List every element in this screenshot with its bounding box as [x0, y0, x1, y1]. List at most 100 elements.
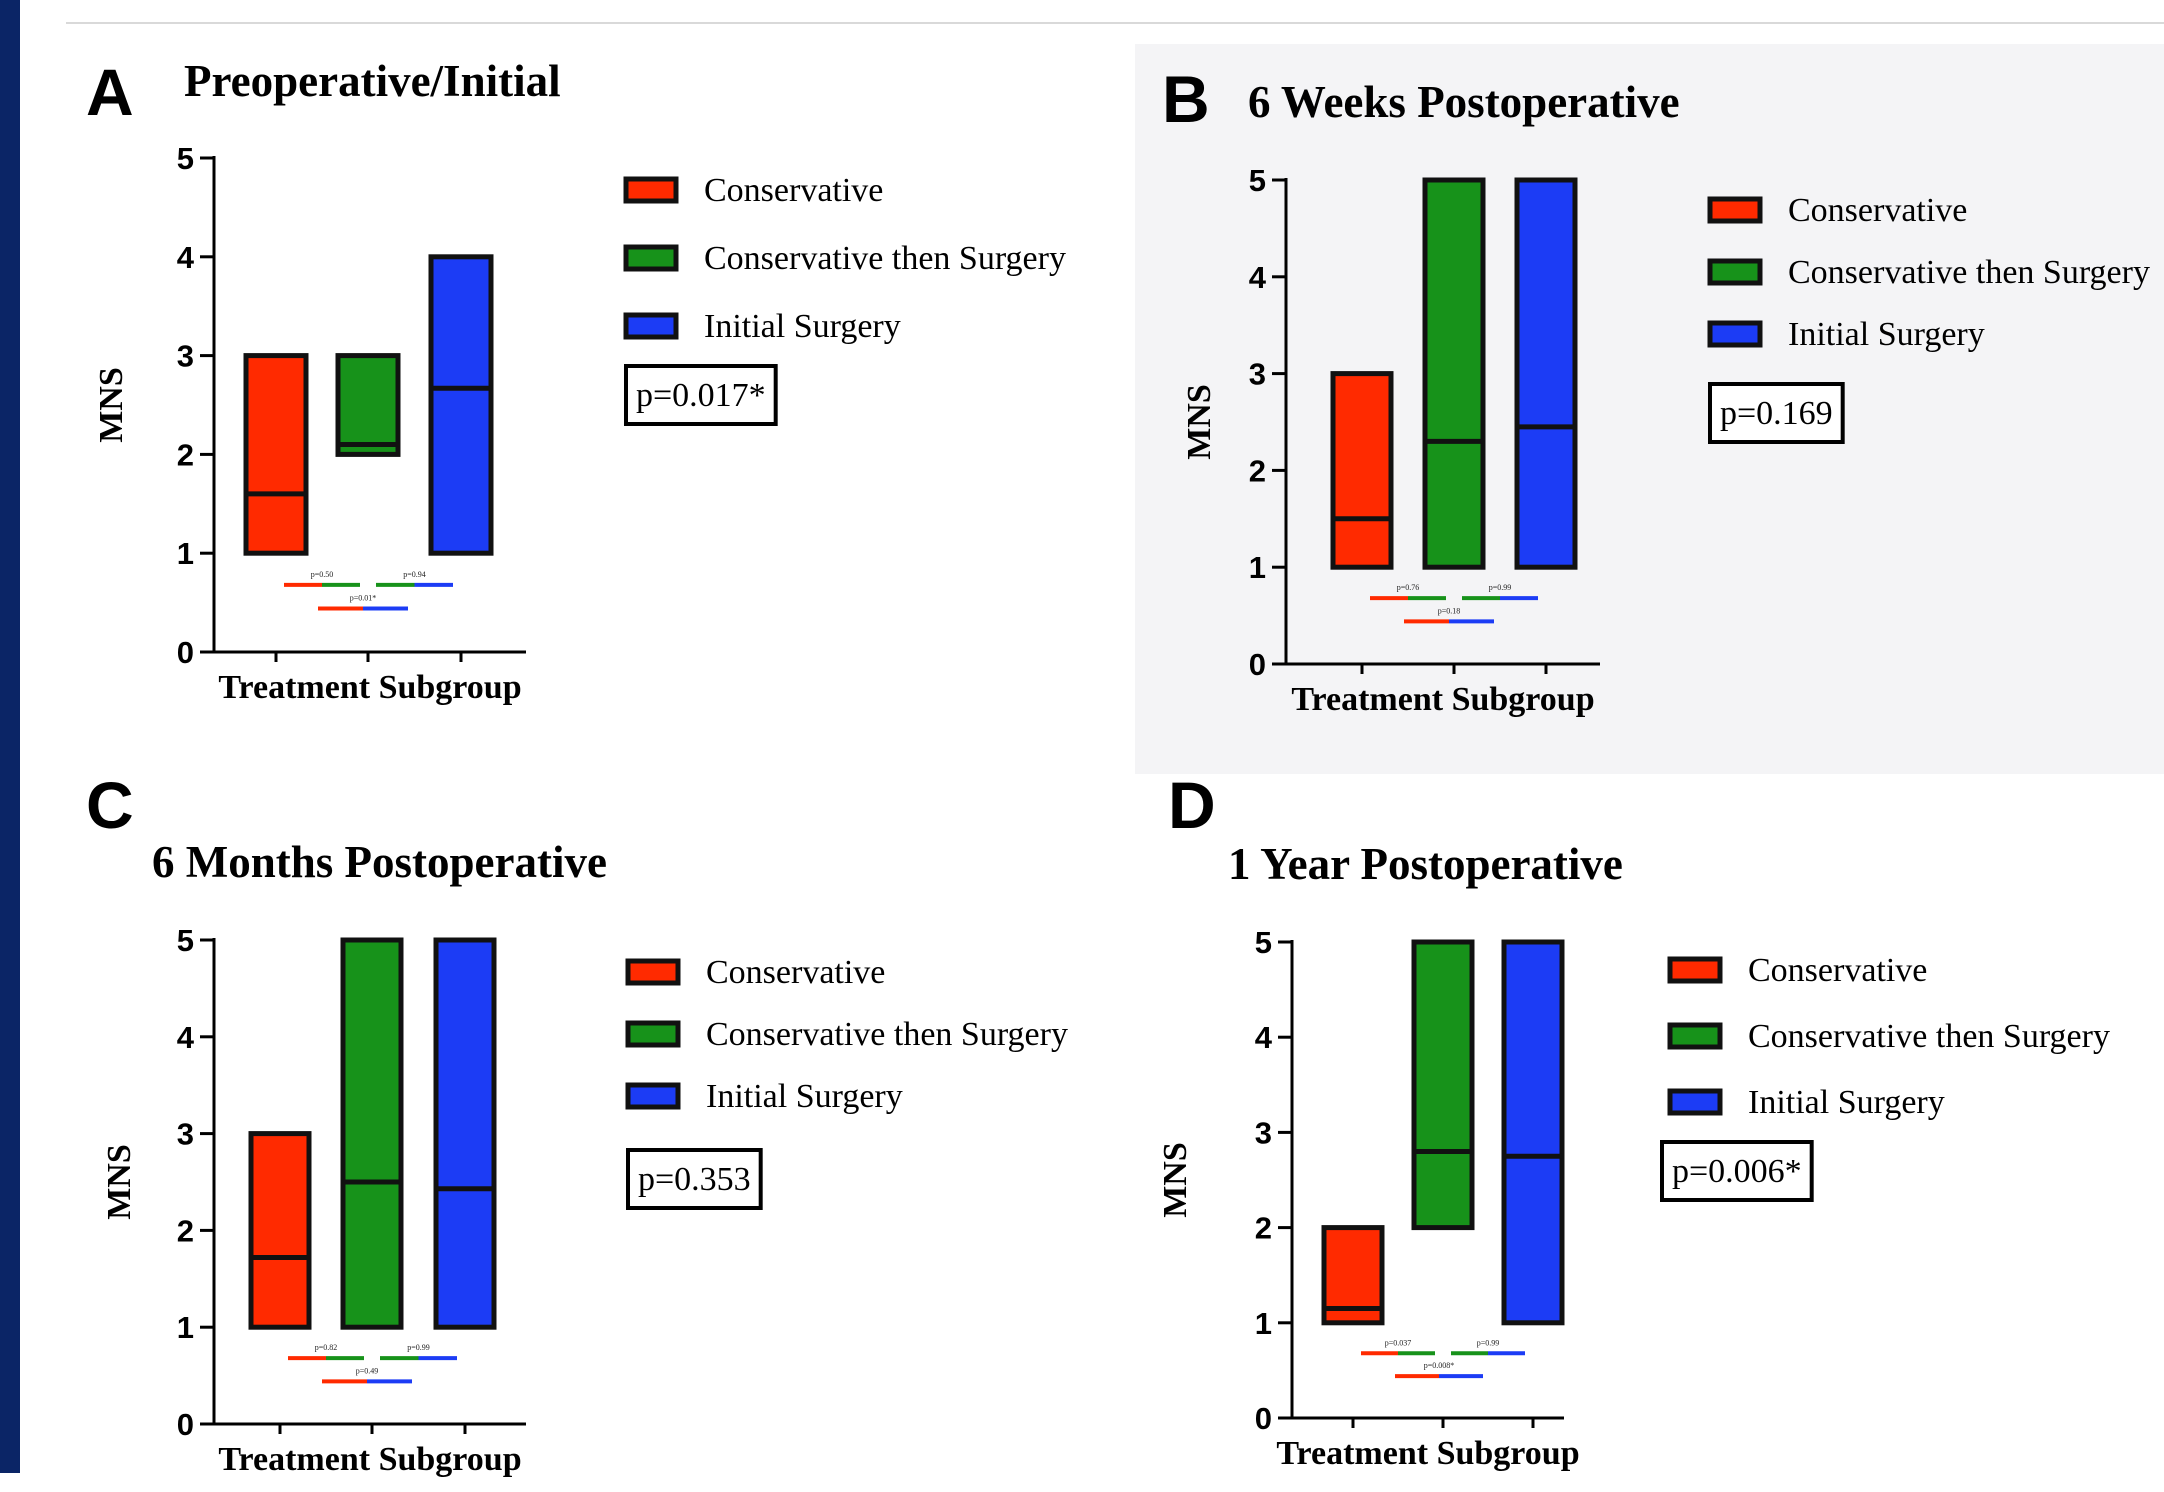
chart-panel-c: C 6 Months Postoperative 0 1 2 3 4 5 MNS Treatm… [66, 768, 1068, 1492]
legend-label-conservative-then-surgery: Conservative then Surgery [706, 1016, 1068, 1053]
y-tick-label: 5 [177, 923, 194, 958]
p-value-box [1660, 1140, 1814, 1202]
box-conservative [248, 1131, 312, 1330]
pairwise-p-label: p=0.99 [1489, 583, 1512, 592]
legend-swatch-conservative-then-surgery [625, 1020, 681, 1048]
y-tick-label: 3 [1249, 357, 1266, 392]
panel-letter: C [86, 768, 134, 842]
pairwise-p-label: p=0.01* [350, 594, 377, 603]
legend-label-conservative: Conservative [1748, 952, 1927, 989]
chart-title: 1 Year Postoperative [1228, 839, 1623, 889]
p-value-label: p=0.353 [638, 1161, 751, 1198]
p-value-label: p=0.017* [636, 377, 766, 414]
legend-label-initial-surgery: Initial Surgery [706, 1078, 903, 1115]
box-initial-surgery [1514, 177, 1578, 570]
x-axis-label: Treatment Subgroup [1276, 1435, 1579, 1472]
left-frame-border [0, 0, 20, 1473]
y-tick-label: 2 [1255, 1211, 1272, 1246]
y-tick-label: 3 [177, 1117, 194, 1152]
y-tick-label: 1 [1255, 1306, 1272, 1341]
pairwise-p-label: p=0.50 [311, 570, 334, 579]
y-tick-label: 0 [1249, 647, 1266, 682]
box-initial-surgery [433, 937, 497, 1330]
box-conservative [1330, 371, 1394, 570]
p-value-box [624, 364, 778, 426]
pairwise-p-label: p=0.94 [403, 570, 426, 579]
box-initial-surgery [428, 254, 494, 556]
p-value-box [626, 1148, 763, 1210]
panel-letter: A [86, 55, 134, 129]
y-axis-label: MNS [93, 367, 130, 443]
legend-label-conservative: Conservative [706, 954, 885, 991]
legend-swatch-conservative [623, 176, 679, 204]
chart-panel-d: D 1 Year Postoperative 0 1 2 3 4 5 MNS Treatmen… [1150, 772, 2150, 1492]
y-tick-label: 3 [177, 339, 194, 374]
box-conservative [243, 353, 309, 556]
box-chart-c: 0 1 2 3 4 5 MNS Treatment Subgroup p=0.82 p=0.99 p… [101, 923, 1068, 1478]
y-tick-label: 4 [177, 240, 195, 275]
x-axis-label: Treatment Subgroup [218, 669, 521, 706]
legend-swatch-conservative-then-surgery [623, 244, 679, 272]
box-chart-b: 0 1 2 3 4 5 MNS Treatment Subgroup p=0.76 p=0.99 p… [1181, 163, 2150, 718]
y-tick-label: 0 [177, 635, 194, 670]
box-conservative-then-surgery [1422, 177, 1486, 570]
pairwise-p-label: p=0.008* [1424, 1361, 1455, 1370]
legend-swatch-conservative [625, 958, 681, 986]
panel-b-background [1135, 44, 2164, 774]
y-tick-label: 1 [177, 536, 194, 571]
legend-label-conservative-then-surgery: Conservative then Surgery [1748, 1018, 2110, 1055]
legend-label-conservative-then-surgery: Conservative then Surgery [1788, 254, 2150, 291]
legend-swatch-conservative-then-surgery [1667, 1022, 1723, 1050]
pairwise-p-label: p=0.18 [1438, 606, 1461, 615]
legend-label-initial-surgery: Initial Surgery [1748, 1084, 1945, 1121]
y-tick-label: 4 [1249, 260, 1267, 295]
legend-label-conservative-then-surgery: Conservative then Surgery [704, 240, 1066, 277]
p-value-label: p=0.006* [1672, 1153, 1802, 1190]
y-tick-label: 3 [1255, 1115, 1272, 1150]
y-tick-label: 2 [177, 437, 194, 472]
chart-title: Preoperative/Initial [184, 56, 561, 106]
y-axis-label: MNS [1181, 384, 1218, 460]
y-axis-label: MNS [1157, 1142, 1194, 1218]
y-tick-label: 5 [1249, 163, 1266, 198]
y-axis-label: MNS [101, 1144, 138, 1220]
legend-swatch-initial-surgery [1707, 320, 1763, 348]
legend-swatch-conservative-then-surgery [1707, 258, 1763, 286]
box-chart-a: 0 1 2 3 4 5 MNS Treatment Subgroup p=0.50 p=0.94 p… [93, 141, 1066, 706]
x-axis-label: Treatment Subgroup [1291, 681, 1594, 718]
y-tick-label: 0 [1255, 1401, 1272, 1436]
box-conservative-then-surgery [1411, 939, 1475, 1231]
legend-swatch-initial-surgery [1667, 1088, 1723, 1116]
y-tick-label: 4 [1255, 1020, 1273, 1055]
y-tick-label: 1 [177, 1310, 194, 1345]
chart-panel-b: B 6 Weeks Postoperative 0 1 2 3 4 5 MNS Treatme… [1150, 66, 2150, 786]
pairwise-p-label: p=0.99 [1477, 1338, 1500, 1347]
panel-letter: D [1168, 768, 1216, 842]
legend-label-conservative: Conservative [1788, 192, 1967, 229]
legend-label-initial-surgery: Initial Surgery [704, 308, 901, 345]
chart-panel-a: A Preoperative/Initial 0 1 2 3 4 5 MNS Treatmen… [66, 44, 1066, 764]
panel-letter: B [1162, 62, 1210, 136]
p-value-label: p=0.169 [1720, 395, 1833, 432]
y-tick-label: 2 [177, 1213, 194, 1248]
box-initial-surgery [1501, 939, 1565, 1326]
y-tick-label: 2 [1249, 453, 1266, 488]
box-conservative-then-surgery [335, 353, 401, 457]
legend-label-conservative: Conservative [704, 172, 883, 209]
chart-title: 6 Months Postoperative [152, 837, 607, 887]
legend-swatch-initial-surgery [625, 1082, 681, 1110]
legend-swatch-initial-surgery [623, 312, 679, 340]
pairwise-p-label: p=0.037 [1385, 1338, 1412, 1347]
y-tick-label: 5 [177, 141, 194, 176]
pairwise-p-label: p=0.82 [315, 1343, 338, 1352]
legend-label-initial-surgery: Initial Surgery [1788, 316, 1985, 353]
pairwise-p-label: p=0.99 [407, 1343, 430, 1352]
legend-swatch-conservative [1707, 196, 1763, 224]
chart-title: 6 Weeks Postoperative [1248, 77, 1680, 127]
pairwise-p-label: p=0.49 [356, 1366, 379, 1375]
p-value-box [1708, 382, 1845, 444]
box-chart-d: 0 1 2 3 4 5 MNS Treatment Subgroup p=0.037 p=0.99… [1157, 925, 2110, 1472]
y-tick-label: 1 [1249, 550, 1266, 585]
y-tick-label: 5 [1255, 925, 1272, 960]
y-tick-label: 4 [177, 1020, 195, 1055]
